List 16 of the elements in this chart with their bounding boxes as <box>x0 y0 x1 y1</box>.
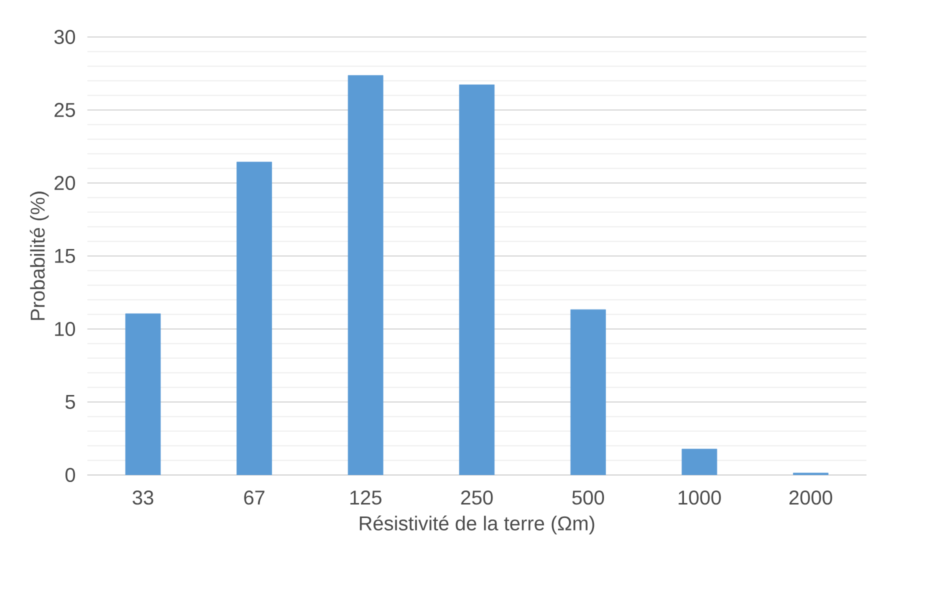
x-tick-label: 250 <box>461 490 493 505</box>
y-tick-label: 0 <box>65 468 76 482</box>
y-tick-label: 20 <box>54 176 76 190</box>
x-axis-title: Résistivité de la terre (Ωm) <box>360 516 594 534</box>
y-tick-label: 30 <box>54 30 76 44</box>
y-tick-label: 15 <box>55 249 75 263</box>
x-tick-label: 1000 <box>678 490 721 505</box>
x-tick-label: 67 <box>244 490 264 505</box>
x-tick-label: 33 <box>132 490 154 505</box>
y-tick-label: 10 <box>55 322 76 336</box>
x-tick-label: 500 <box>572 490 604 505</box>
y-tick-label: 5 <box>66 395 75 409</box>
y-tick-label: 25 <box>54 102 75 118</box>
x-tick-label: 125 <box>350 490 382 505</box>
y-axis-title: Probabilité (%) <box>30 192 49 320</box>
x-tick-label: 2000 <box>789 490 832 505</box>
